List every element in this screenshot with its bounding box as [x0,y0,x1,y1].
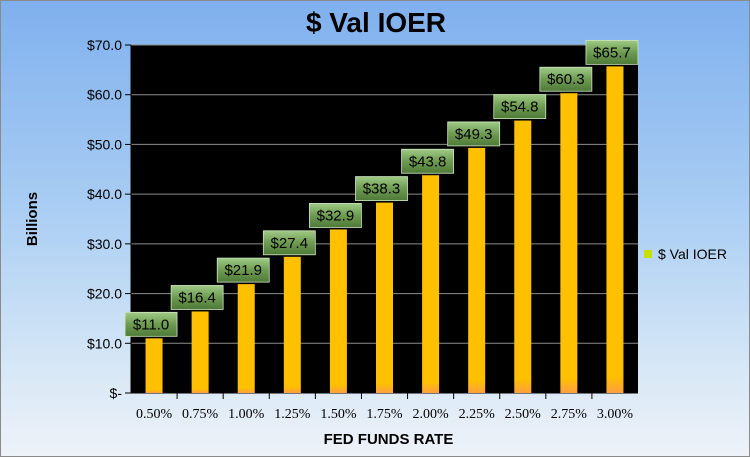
legend-label: $ Val IOER [658,246,727,262]
data-label: $49.3 [455,126,493,143]
y-tick-label: $50.0 [87,136,122,152]
data-label-box [401,148,454,174]
bar [237,284,255,393]
legend-swatch [644,250,652,258]
y-tick-label: $70.0 [87,37,122,53]
data-label-box [124,311,178,337]
bar [606,66,624,394]
x-tick-label: 1.50% [320,407,357,422]
data-label-box [309,203,362,228]
data-label: $21.9 [224,262,262,279]
data-label: $65.7 [593,44,631,61]
data-label: $38.3 [363,181,401,198]
bar [468,147,486,393]
x-tick-label: 2.00% [413,407,450,422]
data-label: $27.4 [271,235,309,252]
legend: $ Val IOER [644,246,727,262]
x-tick-label: 3.00% [597,407,634,422]
x-tick-label: 2.75% [551,407,588,422]
x-tick-label: 2.50% [505,407,542,422]
bar [329,229,347,393]
x-tick-label: 1.25% [274,407,311,422]
bar [514,120,532,394]
x-tick-label: 1.00% [228,407,265,422]
data-label: $54.8 [501,99,539,116]
data-label-box [447,121,501,147]
bar [376,202,393,393]
x-tick-label: 0.50% [136,407,173,422]
chart-title: $ Val IOER [305,7,447,38]
y-tick-label: $40.0 [87,186,122,202]
data-label-box [493,94,547,119]
data-label: $43.8 [409,153,447,170]
data-label: $11.0 [133,316,169,333]
data-label-box [216,257,270,283]
data-label: $32.9 [317,207,355,224]
data-label-box [262,230,316,256]
y-tick-label: $30.0 [87,236,122,252]
bar [422,175,440,393]
data-label-box [585,39,639,65]
data-label-box [355,176,408,201]
data-label-box [539,66,593,92]
x-tick-label: 0.75% [182,407,219,422]
x-tick-label: 1.75% [366,407,403,422]
y-tick-label: $10.0 [87,335,122,351]
bar [191,311,209,393]
x-axis-label: FED FUNDS RATE [323,431,454,448]
data-label: $16.4 [178,289,216,306]
y-tick-label: $- [110,385,123,401]
y-tick-label: $60.0 [87,87,122,103]
data-label: $60.3 [547,71,585,88]
bar [560,93,578,394]
bar [145,338,163,393]
data-label-box [170,285,224,310]
y-tick-label: $20.0 [87,286,122,302]
x-tick-label: 2.25% [459,407,496,422]
bar [283,256,301,393]
